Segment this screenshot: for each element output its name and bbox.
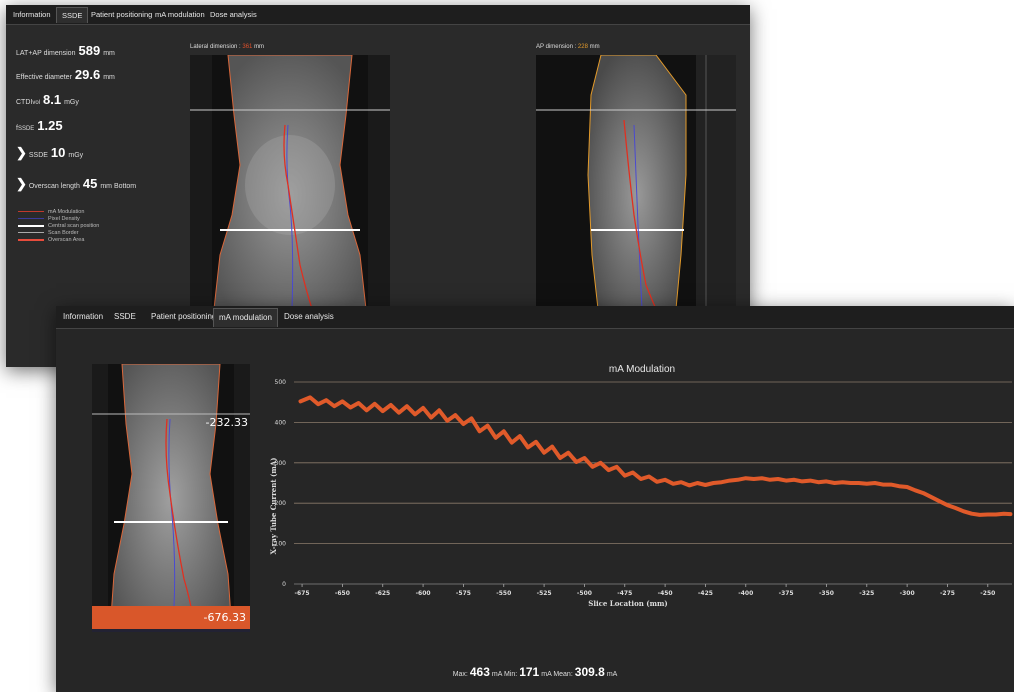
tab-bar: Information SSDE Patient positioning mA … (56, 306, 1014, 329)
tab-patient-positioning[interactable]: Patient positioning (91, 10, 153, 19)
legend-item: Central scan position (18, 222, 99, 229)
tab-ssde[interactable]: SSDE (56, 7, 89, 23)
x-tick-label: -625 (375, 590, 390, 597)
effective-diameter: Effective diameter 29.6 mm (16, 67, 115, 82)
x-tick-label: -575 (456, 590, 471, 597)
tab-ma-modulation[interactable]: mA modulation (213, 308, 278, 327)
y-tick-label: 400 (275, 419, 287, 426)
lateral-dimension-label: Lateral dimension : 361 mm (190, 44, 265, 50)
x-tick-label: -375 (779, 590, 794, 597)
y-tick-label: 100 (275, 541, 287, 548)
y-tick-label: 500 (275, 379, 287, 386)
x-tick-label: -350 (819, 590, 834, 597)
lat-ap-dimension: LAT+AP dimension 589 mm (16, 43, 115, 58)
x-tick-label: -450 (658, 590, 673, 597)
tab-dose-analysis[interactable]: Dose analysis (284, 312, 334, 321)
x-tick-label: -475 (617, 590, 632, 597)
legend: mA Modulation Pixel Density Central scan… (18, 208, 99, 243)
y-tick-label: 300 (275, 460, 287, 467)
x-tick-label: -400 (738, 590, 753, 597)
legend-item: mA Modulation (18, 208, 99, 215)
tab-bar: Information SSDE Patient positioning mA … (6, 5, 750, 25)
chart-title: mA Modulation (609, 364, 675, 375)
ma-modulation-window: Information SSDE Patient positioning mA … (56, 306, 1014, 692)
x-tick-label: -425 (698, 590, 713, 597)
tab-ssde[interactable]: SSDE (114, 312, 136, 321)
x-axis-label: Slice Location (mm) (588, 599, 667, 608)
x-tick-label: -500 (577, 590, 592, 597)
ma-series-line (298, 395, 1013, 517)
chevron-right-icon: ❯ (16, 145, 27, 160)
scout-image[interactable]: -232.33 -676.33 (92, 364, 250, 632)
x-tick-label: -600 (416, 590, 431, 597)
legend-item: Scan Border (18, 229, 99, 236)
x-axis-ticks: -675 -650 -625 -600 -575 -550 -525 -500 -475 -450… (295, 584, 995, 597)
legend-item: Overscan Area (18, 236, 99, 243)
ap-xray-image[interactable] (536, 55, 736, 309)
y-tick-label: 200 (275, 500, 287, 507)
y-axis-label: X-ray Tube Current (mA) (269, 458, 278, 555)
lateral-xray-image[interactable] (190, 55, 390, 309)
scan-top-position: -232.33 (205, 416, 248, 429)
x-tick-label: -300 (900, 590, 915, 597)
legend-item: Pixel Density (18, 215, 99, 222)
x-tick-label: -275 (940, 590, 955, 597)
f-ssde: fSSDE 1.25 (16, 118, 63, 133)
chevron-right-icon: ❯ (16, 176, 27, 191)
ma-summary: Max: 463 mA Min: 171 mA Mean: 309.8 mA (452, 665, 618, 679)
overscan-length: ❯ Overscan length 45 mm Bottom (16, 176, 137, 191)
ssde-value: ❯ SSDE 10 mGy (16, 145, 84, 160)
y-tick-label: 0 (282, 581, 286, 588)
tab-information[interactable]: Information (63, 312, 104, 321)
tab-ma-modulation[interactable]: mA modulation (155, 10, 205, 19)
x-tick-label: -525 (537, 590, 552, 597)
tab-patient-positioning[interactable]: Patient positioning (151, 312, 217, 321)
x-tick-label: -650 (335, 590, 350, 597)
ctdi-vol: CTDIvol 8.1 mGy (16, 92, 79, 107)
tab-dose-analysis[interactable]: Dose analysis (210, 10, 257, 19)
y-axis-ticks: 0 100 200 300 400 500 (275, 379, 287, 588)
x-tick-label: -325 (859, 590, 874, 597)
ssde-window: Information SSDE Patient positioning mA … (6, 5, 750, 367)
tab-information[interactable]: Information (13, 10, 51, 19)
scan-bottom-position: -676.33 (203, 611, 246, 624)
x-tick-label: -550 (496, 590, 511, 597)
chart-grid (294, 381, 1012, 585)
x-tick-label: -675 (295, 590, 310, 597)
x-tick-label: -250 (980, 590, 995, 597)
ap-dimension-label: AP dimension : 228 mm (536, 44, 600, 50)
